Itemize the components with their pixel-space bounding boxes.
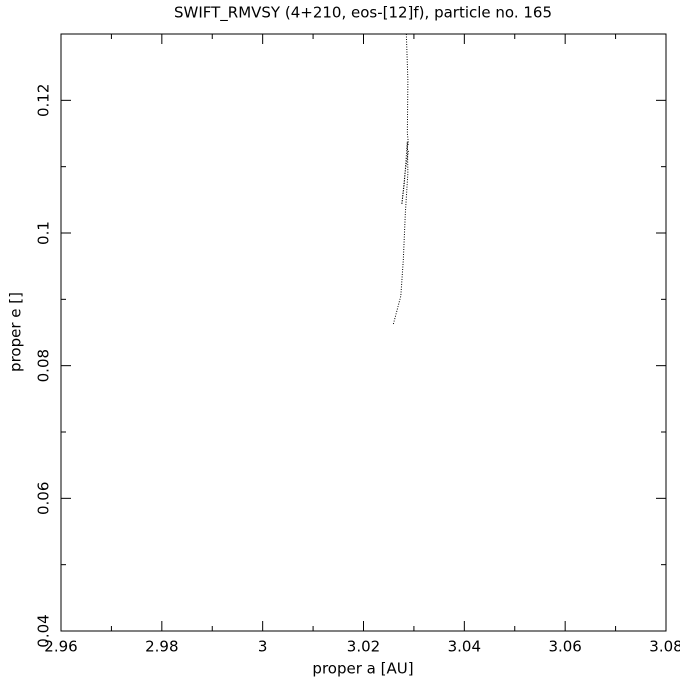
- x-tick-label: 2.98: [145, 638, 178, 656]
- x-tick-label: 3.06: [548, 638, 581, 656]
- x-tick-label: 3.02: [347, 638, 380, 656]
- y-tick-label: 0.06: [35, 482, 53, 515]
- x-tick-label: 2.96: [44, 638, 77, 656]
- trajectory: [392, 33, 409, 325]
- x-axis-label: proper a [AU]: [312, 660, 413, 678]
- y-tick-label: 0.12: [35, 84, 53, 117]
- plot-frame: [60, 33, 667, 632]
- y-tick-label: 0.08: [35, 349, 53, 382]
- x-tick-label: 3.04: [448, 638, 481, 656]
- y-tick-label: 0.1: [35, 221, 53, 245]
- y-tick-label: 0.04: [35, 614, 53, 647]
- x-tick-label: 3: [258, 638, 268, 656]
- x-tick-label: 3.08: [649, 638, 680, 656]
- y-axis-label: proper e []: [7, 292, 25, 372]
- chart-title: SWIFT_RMVSY (4+210, eos-[12]f), particle…: [174, 4, 552, 23]
